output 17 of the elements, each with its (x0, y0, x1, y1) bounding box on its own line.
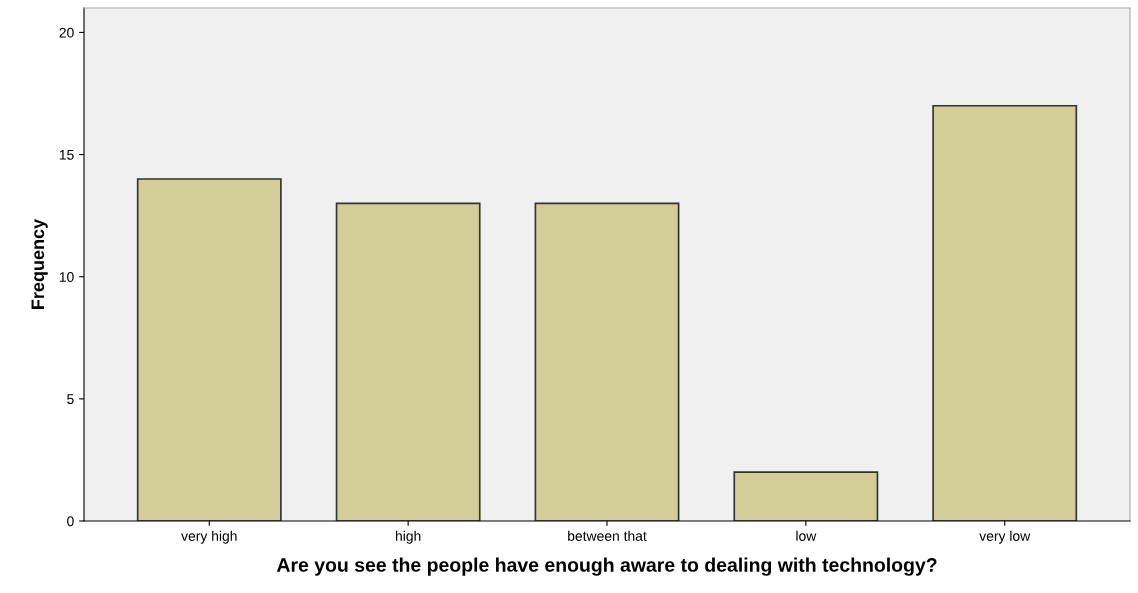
y-tick-label: 0 (67, 516, 74, 527)
x-tick-label: between that (568, 530, 647, 541)
y-tick-label: 20 (59, 27, 74, 38)
x-tick-label: low (796, 530, 817, 541)
x-tick-label: high (395, 530, 421, 544)
y-tick-label: 15 (59, 150, 74, 160)
x-tick-label: very low (979, 530, 1031, 544)
y-axis-title: Frequency (31, 218, 48, 309)
bar (932, 104, 1078, 521)
x-tick-label: very high (181, 530, 237, 544)
bar (335, 202, 481, 521)
bar (733, 471, 879, 521)
y-tick-label: 10 (59, 272, 74, 282)
y-tick-label: 5 (67, 394, 74, 405)
bar (534, 202, 680, 521)
x-axis-title: Are you see the people have enough aware to dealing with technology? (276, 557, 937, 576)
bar (136, 178, 282, 521)
